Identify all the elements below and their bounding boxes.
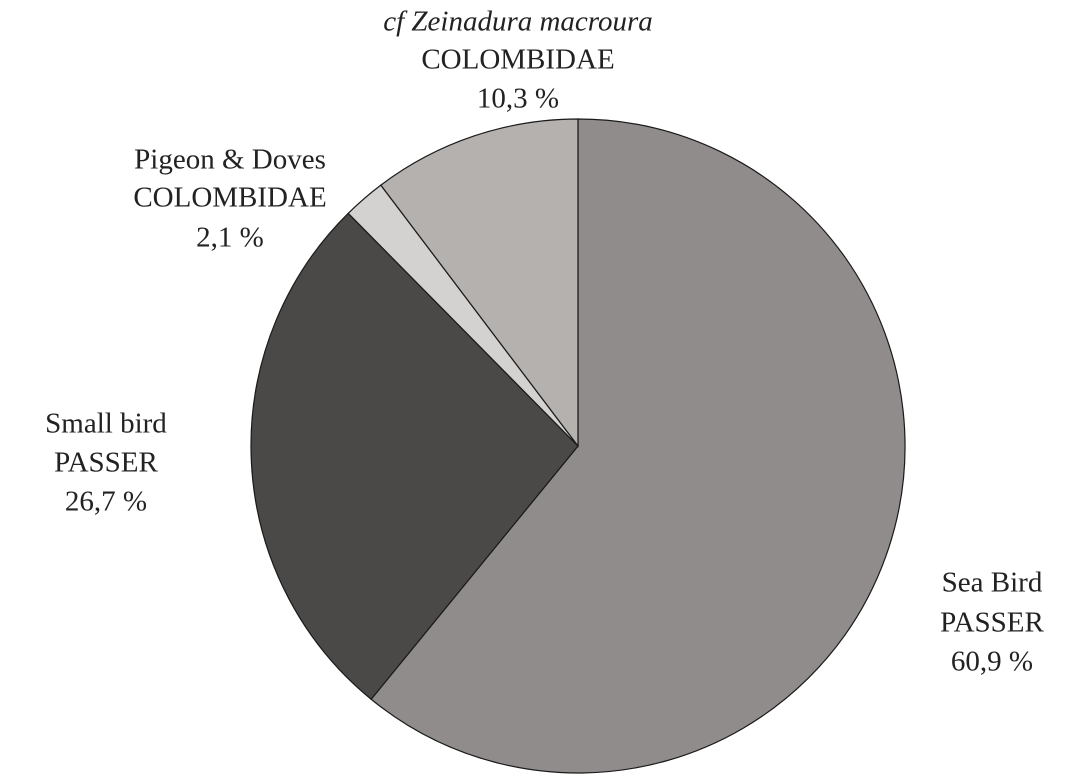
pie xyxy=(250,118,906,774)
label-pigeon: Pigeon & Doves COLOMBIDAE 2,1 % xyxy=(133,144,326,254)
label-sea-bird: Sea Bird PASSER 60,9 % xyxy=(940,567,1044,678)
slice-value: 26,7 % xyxy=(65,486,147,518)
slice xyxy=(380,118,579,448)
slice-value: 2,1 % xyxy=(196,222,264,254)
slice xyxy=(370,118,906,774)
slice-label: Sea Bird xyxy=(942,567,1043,599)
label-small-bird: Small bird PASSER 26,7 % xyxy=(45,408,167,518)
slice-label: Pigeon & Doves xyxy=(134,144,326,176)
slice-family: PASSER xyxy=(940,607,1044,639)
slice-label: cf Zeinadura macroura xyxy=(383,6,653,38)
slice-value: 10,3 % xyxy=(477,83,559,115)
label-zeinadura: cf Zeinadura macroura COLOMBIDAE 10,3 % xyxy=(383,6,653,115)
slice-family: COLOMBIDAE xyxy=(421,44,614,76)
slice-family: PASSER xyxy=(54,447,158,479)
slice xyxy=(250,212,579,701)
slice-family: COLOMBIDAE xyxy=(133,182,326,214)
slice-value: 60,9 % xyxy=(951,646,1033,678)
slice-label: Small bird xyxy=(45,408,167,440)
